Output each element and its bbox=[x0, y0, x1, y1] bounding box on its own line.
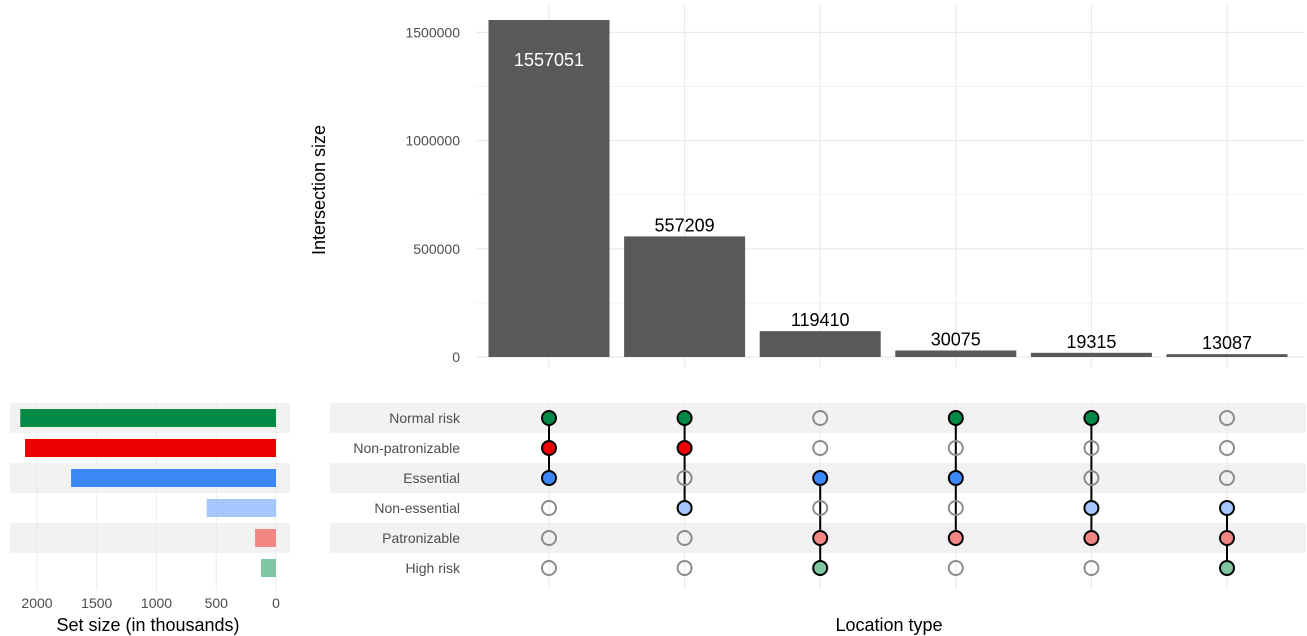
membership-dot-filled bbox=[1083, 500, 1100, 516]
bar-value-label: 19315 bbox=[1066, 332, 1116, 352]
bar-value-label: 30075 bbox=[931, 329, 981, 349]
intersection-bar bbox=[488, 20, 610, 357]
bar-value-label: 119410 bbox=[791, 310, 850, 330]
set-size-bar bbox=[25, 439, 276, 457]
set-row-label: Patronizable bbox=[382, 530, 460, 546]
set-size-bar bbox=[71, 469, 277, 487]
membership-dot-empty bbox=[1083, 560, 1100, 576]
set-size-bar bbox=[261, 559, 276, 577]
matrix-stripe bbox=[330, 403, 1306, 433]
membership-dot-empty bbox=[947, 500, 964, 516]
membership-dot-empty bbox=[541, 530, 557, 546]
membership-dot-empty bbox=[1219, 410, 1235, 426]
membership-dot-filled bbox=[1083, 410, 1100, 426]
membership-dot-empty bbox=[812, 410, 829, 426]
membership-dot-empty bbox=[541, 500, 557, 516]
set-stripe bbox=[10, 523, 290, 553]
membership-dot-filled bbox=[947, 530, 964, 546]
set-tick-label: 1500 bbox=[81, 595, 112, 611]
membership-dot-empty bbox=[1219, 470, 1235, 486]
set-row-label: Essential bbox=[403, 470, 460, 486]
membership-dot-filled bbox=[812, 470, 829, 486]
intersection-bar bbox=[1030, 352, 1152, 357]
membership-dot-empty bbox=[541, 560, 557, 576]
membership-dot-empty bbox=[812, 440, 829, 456]
set-tick-label: 0 bbox=[272, 595, 280, 611]
membership-dot-filled bbox=[1219, 560, 1235, 576]
membership-dot-filled bbox=[541, 440, 557, 456]
membership-dot-filled bbox=[1219, 500, 1235, 516]
set-size-bar bbox=[20, 409, 276, 427]
bar-value-label: 13087 bbox=[1202, 333, 1252, 353]
intersection-bar bbox=[1166, 354, 1288, 357]
y-tick-label: 1500000 bbox=[405, 24, 460, 40]
membership-dot-filled bbox=[541, 410, 557, 426]
membership-dot-empty bbox=[1083, 440, 1100, 456]
membership-dot-filled bbox=[676, 500, 693, 516]
membership-dot-filled bbox=[1219, 530, 1235, 546]
set-row-label: Non-patronizable bbox=[353, 440, 460, 456]
y-tick-label: 0 bbox=[452, 349, 460, 365]
membership-dot-filled bbox=[676, 440, 693, 456]
membership-dot-empty bbox=[1219, 440, 1235, 456]
set-row-label: High risk bbox=[406, 560, 461, 576]
set-size-bar bbox=[206, 499, 276, 517]
membership-dot-filled bbox=[812, 560, 829, 576]
membership-dot-empty bbox=[676, 530, 693, 546]
intersection-bar bbox=[759, 331, 881, 357]
membership-dot-empty bbox=[1083, 470, 1100, 486]
bar-value-label: 557209 bbox=[655, 215, 715, 235]
y-tick-label: 500000 bbox=[413, 241, 460, 257]
membership-dot-empty bbox=[947, 560, 964, 576]
y-tick-label: 1000000 bbox=[405, 133, 460, 149]
set-size-bar bbox=[255, 529, 276, 547]
membership-dot-filled bbox=[947, 410, 964, 426]
membership-dot-empty bbox=[812, 500, 829, 516]
membership-dot-filled bbox=[812, 530, 829, 546]
membership-dot-empty bbox=[676, 470, 693, 486]
membership-dot-filled bbox=[947, 470, 964, 486]
membership-dot-empty bbox=[947, 440, 964, 456]
membership-dot-filled bbox=[1083, 530, 1100, 546]
y-axis-label: Intersection size bbox=[309, 125, 329, 255]
membership-dot-empty bbox=[676, 560, 693, 576]
set-tick-label: 1000 bbox=[141, 595, 172, 611]
set-row-label: Normal risk bbox=[389, 410, 461, 426]
membership-dot-filled bbox=[676, 410, 693, 426]
intersection-bar bbox=[895, 350, 1017, 357]
set-row-label: Non-essential bbox=[374, 500, 460, 516]
set-tick-label: 2000 bbox=[21, 595, 52, 611]
set-tick-label: 500 bbox=[205, 595, 229, 611]
bar-value-label: 1557051 bbox=[514, 50, 584, 70]
membership-dot-filled bbox=[541, 470, 557, 486]
set-axis-label: Set size (in thousands) bbox=[56, 615, 239, 635]
x-axis-label: Location type bbox=[835, 615, 942, 635]
intersection-bar bbox=[624, 236, 746, 357]
